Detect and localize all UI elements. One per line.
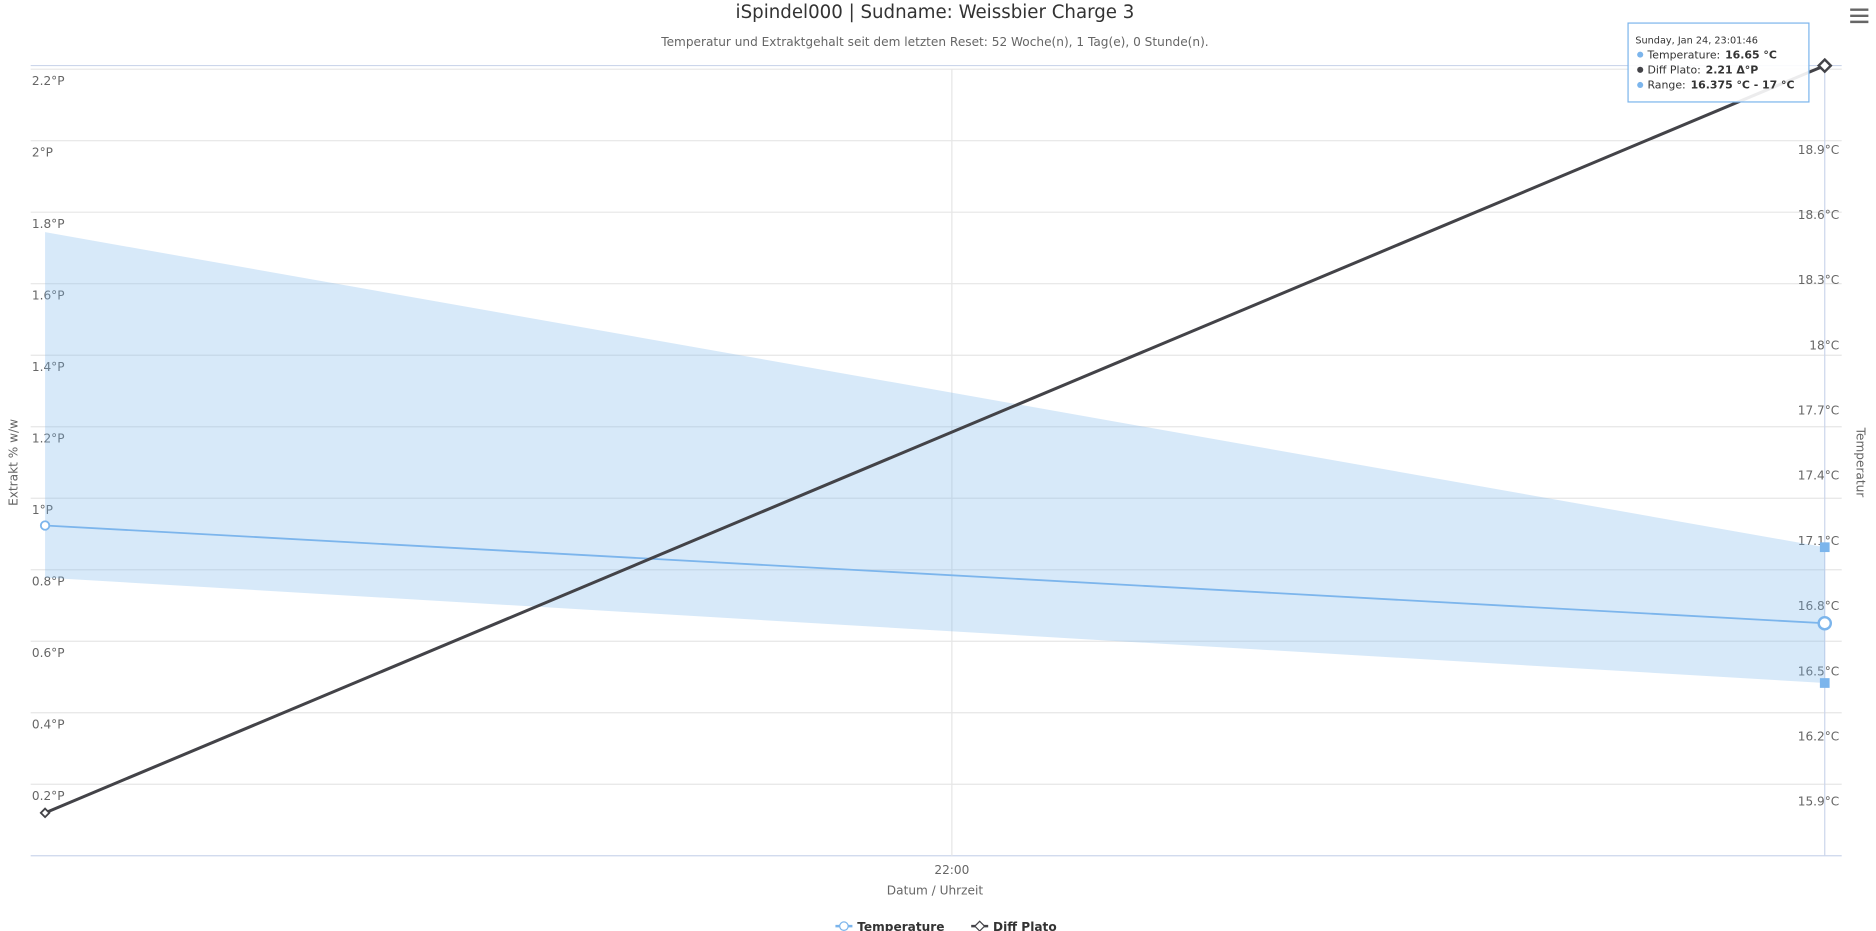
y-tick-label: 1.4°P: [32, 360, 65, 374]
y2-tick-label: 17.4°C: [1798, 469, 1840, 483]
range-marker: [1819, 678, 1830, 688]
y-tick-label: 1.8°P: [32, 217, 65, 231]
tooltip-title: Sunday, Jan 24, 23:01:46: [1635, 36, 1758, 47]
legend-item[interactable]: Diff Plato: [971, 920, 1057, 931]
chart-subtitle: Temperatur und Extraktgehalt seit dem le…: [660, 35, 1208, 49]
series-line: [45, 524, 1825, 625]
tooltip-dot: [1637, 81, 1644, 89]
tooltip-label: Diff Plato:: [1647, 63, 1700, 76]
y-tick-label: 2.2°P: [32, 74, 65, 88]
legend-symbol: [839, 921, 849, 931]
chart-title: iSpindel000 | Sudname: Weissbier Charge …: [736, 2, 1135, 23]
tooltip-dot: [1637, 66, 1644, 73]
y-tick-label: 2°P: [32, 145, 53, 159]
x-axis-title: Datum / Uhrzeit: [887, 884, 984, 898]
y2-axis-title: Temperatur: [1853, 427, 1867, 498]
y2-tick-label: 15.9°C: [1798, 795, 1840, 809]
y2-tick-label: 18.6°C: [1798, 208, 1840, 222]
y-tick-label: 1.2°P: [32, 431, 65, 445]
tooltip-box: [1627, 22, 1810, 103]
data-point: [39, 520, 51, 531]
tooltip-value: 2.21 Δ°P: [1706, 63, 1759, 76]
y-tick-label: 0.2°P: [32, 789, 65, 803]
legend-symbol: [973, 920, 986, 931]
y-tick-label: 0.6°P: [32, 646, 65, 660]
tooltip-label: Range:: [1647, 79, 1685, 92]
range-marker: [1819, 542, 1830, 553]
legend-label: Temperature: [857, 920, 944, 931]
x-tick-label: 22:00: [934, 863, 969, 877]
tooltip-label: Temperature:: [1646, 48, 1720, 61]
legend-label: Diff Plato: [993, 920, 1057, 931]
series-line: [44, 64, 1826, 815]
legend-item[interactable]: Temperature: [835, 920, 944, 931]
tooltip-value: 16.65 °C: [1725, 48, 1777, 61]
y-tick-label: 1°P: [32, 503, 53, 517]
tooltip-value: 16.375 °C - 17 °C: [1691, 79, 1795, 92]
range-area: [45, 232, 1825, 684]
tooltip-dot: [1637, 51, 1644, 58]
y-axis-title: Extrakt % w/w: [6, 419, 20, 506]
y2-tick-label: 18.3°C: [1798, 273, 1840, 287]
y-tick-label: 0.4°P: [32, 718, 65, 732]
menu-button[interactable]: [1850, 8, 1869, 24]
y2-tick-label: 16.5°C: [1798, 664, 1840, 678]
data-point: [1816, 57, 1833, 74]
data-point: [1817, 615, 1833, 631]
y2-tick-label: 16.8°C: [1798, 599, 1840, 613]
y-tick-label: 0.8°P: [32, 575, 65, 589]
data-point: [39, 807, 51, 819]
y-tick-label: 1.6°P: [32, 288, 65, 302]
y2-tick-label: 17.7°C: [1798, 404, 1840, 418]
y2-tick-label: 18.9°C: [1798, 143, 1840, 157]
y2-tick-label: 16.2°C: [1798, 729, 1840, 743]
